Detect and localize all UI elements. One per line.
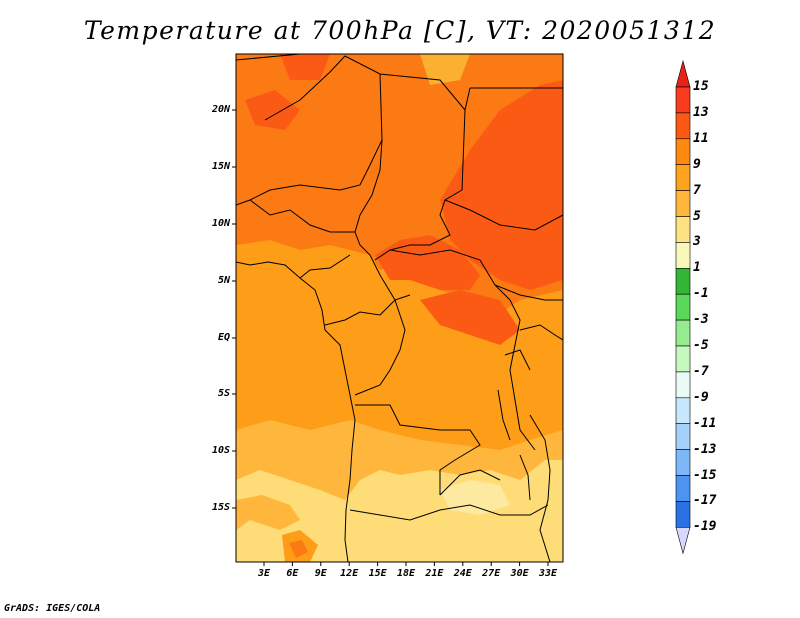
coastline bbox=[236, 261, 356, 562]
colorbar-label: -7 bbox=[693, 363, 709, 379]
colorbar-label: -3 bbox=[693, 312, 709, 328]
lake-malawi bbox=[519, 454, 531, 501]
lat-label: 10N bbox=[211, 218, 230, 229]
lon-label: 3E bbox=[257, 568, 271, 579]
colorbar-label: -1 bbox=[693, 286, 709, 302]
colorbar-segment bbox=[675, 138, 691, 166]
border-chad-sudan bbox=[374, 109, 466, 261]
border-sudan-south bbox=[444, 199, 563, 231]
temperature-field bbox=[236, 54, 563, 562]
field-11-13-southwest bbox=[289, 540, 308, 558]
border-algeria-libya bbox=[264, 55, 471, 121]
border-chad-west bbox=[354, 139, 411, 301]
border-car-south bbox=[389, 249, 563, 301]
colorbar-segment bbox=[675, 267, 691, 295]
colorbar-label: 1 bbox=[693, 260, 701, 276]
border-congo-drc bbox=[354, 299, 406, 396]
border-cameroon bbox=[299, 254, 351, 279]
colorbar-label: 5 bbox=[693, 208, 701, 224]
lon-label: 15E bbox=[368, 568, 387, 579]
colorbar-segment bbox=[675, 449, 691, 476]
field-13-15-northwest bbox=[245, 90, 300, 130]
border-n1 bbox=[236, 54, 301, 61]
colorbar-label: 13 bbox=[693, 104, 709, 120]
colorbar-low-tip bbox=[675, 526, 691, 555]
colorbar-segment bbox=[675, 242, 691, 269]
lon-label: 12E bbox=[340, 568, 359, 579]
grads-credit: GrADS: IGES/COLA bbox=[4, 603, 101, 614]
colorbar-segment bbox=[675, 190, 691, 217]
colorbar-label: -17 bbox=[693, 493, 717, 509]
colorbar-label: -15 bbox=[693, 467, 717, 483]
colorbar-segment bbox=[675, 164, 691, 191]
colorbar-segment bbox=[675, 397, 691, 424]
colorbar-label: -19 bbox=[693, 519, 717, 535]
border-uganda-kenya bbox=[519, 324, 563, 341]
border-malawi-mozambique bbox=[529, 414, 551, 562]
colorbar-segment bbox=[675, 345, 691, 373]
field-13-15-east-central bbox=[420, 290, 520, 345]
map-frame bbox=[235, 53, 564, 563]
border-drc-east bbox=[494, 284, 536, 451]
lat-label: 15S bbox=[211, 502, 230, 513]
colorbar-label: 15 bbox=[693, 79, 709, 94]
field-13-15-central bbox=[375, 235, 480, 290]
colorbar-segment bbox=[675, 475, 691, 502]
colorbar-label: -5 bbox=[693, 338, 709, 353]
lat-label: 15N bbox=[211, 161, 230, 172]
colorbar-segment bbox=[675, 86, 691, 114]
lake-victoria bbox=[504, 349, 531, 371]
lon-label: 27E bbox=[482, 568, 501, 579]
lon-label: 33E bbox=[538, 568, 558, 579]
colorbar-label: 11 bbox=[693, 130, 709, 146]
colorbar-label: 9 bbox=[693, 156, 701, 172]
border-gabon-congo bbox=[324, 299, 396, 326]
colorbar-segment bbox=[675, 423, 691, 450]
colorbar-label: -11 bbox=[693, 415, 717, 431]
lat-label: 5S bbox=[217, 388, 230, 399]
colorbar-label: -9 bbox=[693, 389, 709, 405]
border-namibia-zambia bbox=[349, 504, 549, 521]
lon-label: 30E bbox=[510, 568, 529, 579]
lon-label: 24E bbox=[453, 568, 472, 579]
lat-label: 5N bbox=[217, 275, 230, 286]
lon-label: 9E bbox=[314, 568, 327, 579]
field-7-9-north bbox=[420, 54, 470, 85]
colorbar-segment bbox=[675, 501, 691, 528]
colorbar-high-tip bbox=[675, 59, 691, 88]
colorbar-label: -13 bbox=[693, 441, 717, 457]
colorbar-segment bbox=[675, 319, 691, 347]
lat-label: 20N bbox=[211, 104, 230, 115]
map-title: Temperature at 700hPa [C], VT: 202005131… bbox=[83, 16, 717, 45]
colorbar-segment bbox=[675, 293, 691, 321]
lon-label: 6E bbox=[286, 568, 299, 579]
border-mali-niger bbox=[236, 73, 383, 206]
field-5-7-south bbox=[440, 480, 510, 515]
colorbar-segment bbox=[675, 112, 691, 140]
colorbar-label: 7 bbox=[693, 182, 701, 198]
lon-label: 21E bbox=[425, 568, 444, 579]
colorbar-segment bbox=[675, 371, 691, 399]
axis-ticks bbox=[232, 109, 549, 566]
field-13-15-north bbox=[280, 54, 330, 80]
country-borders bbox=[236, 54, 563, 562]
lat-label: 10S bbox=[211, 445, 230, 456]
field-7-9-southwest bbox=[236, 495, 300, 530]
field-13-15-east bbox=[440, 80, 563, 290]
border-zambia bbox=[439, 469, 501, 496]
border-nigeria bbox=[249, 199, 355, 233]
colorbar-segment bbox=[675, 216, 691, 243]
lat-label: EQ bbox=[217, 332, 230, 343]
colorbar bbox=[675, 59, 691, 555]
border-angola-drc bbox=[355, 404, 481, 495]
lon-label: 18E bbox=[396, 568, 416, 579]
colorbar-label: 3 bbox=[693, 234, 701, 250]
lake-tanganyika bbox=[497, 389, 511, 441]
